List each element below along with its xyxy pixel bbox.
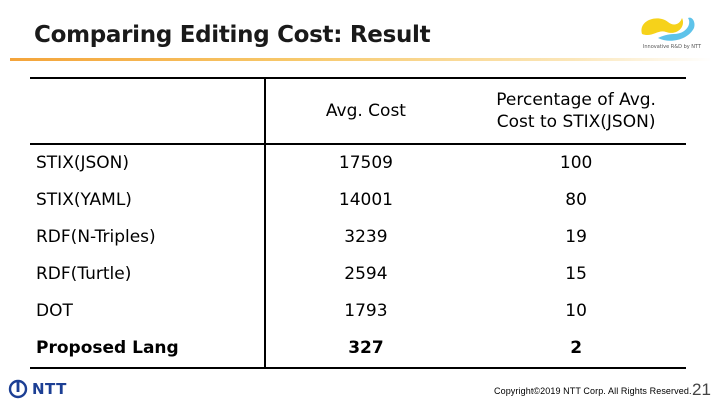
table-row-highlight: Proposed Lang 327 2 xyxy=(30,329,686,369)
row-pct: 2 xyxy=(466,329,686,369)
header-avg-cost: Avg. Cost xyxy=(264,77,467,145)
row-name: STIX(YAML) xyxy=(30,181,266,218)
row-cost: 2594 xyxy=(344,263,388,284)
table-row: STIX(YAML) 14001 80 xyxy=(30,181,686,218)
row-pct: 80 xyxy=(565,189,587,210)
header-percentage: Percentage of Avg. Cost to STIX(JSON) xyxy=(466,77,686,145)
swirl-logo-icon xyxy=(641,17,695,41)
innovative-rd-logo: Innovative R&D by NTT xyxy=(628,8,708,56)
row-pct: 19 xyxy=(565,226,587,247)
row-name: RDF(Turtle) xyxy=(30,255,266,292)
row-cost: 327 xyxy=(264,329,467,369)
row-cost: 1793 xyxy=(344,300,388,321)
header-empty xyxy=(30,77,266,145)
page-number: 21 xyxy=(692,380,711,399)
ntt-brand-text: NTT xyxy=(32,380,67,398)
row-name: RDF(N-Triples) xyxy=(30,218,266,255)
row-name: STIX(JSON) xyxy=(30,144,266,181)
row-pct: 10 xyxy=(565,300,587,321)
title-underline xyxy=(10,58,712,61)
table-row: STIX(JSON) 17509 100 xyxy=(30,144,686,181)
ntt-symbol-icon xyxy=(8,379,28,399)
table-row: RDF(N-Triples) 3239 19 xyxy=(30,218,686,255)
row-name: Proposed Lang xyxy=(30,329,266,369)
table-row: DOT 1793 10 xyxy=(30,292,686,329)
row-cost: 3239 xyxy=(344,226,388,247)
row-cost: 14001 xyxy=(338,189,393,210)
row-pct: 15 xyxy=(565,263,587,284)
table-row: RDF(Turtle) 2594 15 xyxy=(30,255,686,292)
row-cost: 17509 xyxy=(338,153,393,173)
slide-title: Comparing Editing Cost: Result xyxy=(34,22,431,48)
row-pct: 100 xyxy=(559,153,593,173)
ntt-logo: NTT xyxy=(8,378,67,400)
copyright-notice: Copyright©2019 NTT Corp. All Rights Rese… xyxy=(494,386,692,396)
header-percentage-text: Percentage of Avg. Cost to STIX(JSON) xyxy=(496,90,656,132)
editing-cost-table: Avg. Cost Percentage of Avg. Cost to STI… xyxy=(30,77,686,369)
table-header-row: Avg. Cost Percentage of Avg. Cost to STI… xyxy=(30,77,686,145)
row-name: DOT xyxy=(30,292,266,329)
logo-caption: Innovative R&D by NTT xyxy=(642,44,702,50)
